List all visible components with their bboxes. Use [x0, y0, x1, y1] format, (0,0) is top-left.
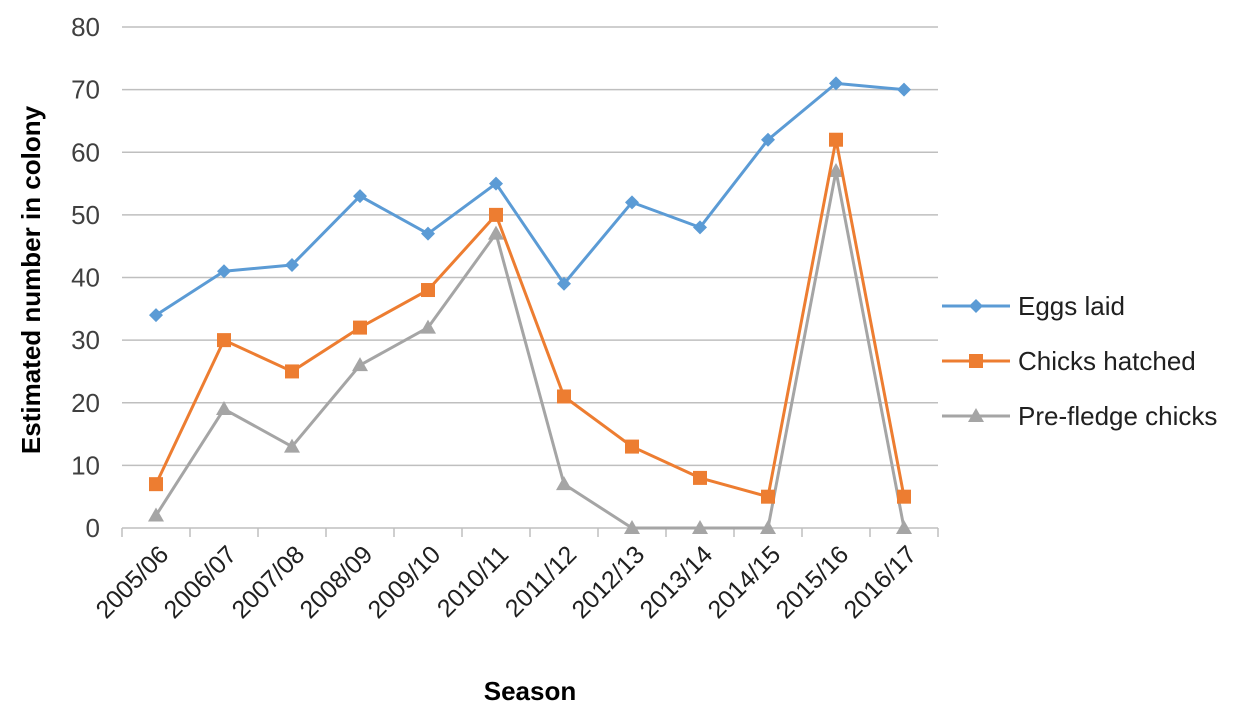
x-tick-label: 2015/16 [771, 540, 855, 624]
x-tick-labels: 2005/062006/072007/082008/092009/102010/… [91, 540, 923, 624]
legend-label: Chicks hatched [1018, 346, 1196, 376]
data-point [624, 520, 640, 534]
legend-item: Pre-fledge chicks [942, 401, 1217, 431]
x-tick-label: 2016/17 [839, 540, 923, 624]
data-point [489, 176, 503, 191]
data-point [284, 438, 300, 453]
gridlines [122, 26, 938, 467]
series-line [154, 169, 906, 530]
data-point [217, 333, 231, 348]
y-tick-label: 80 [71, 12, 100, 42]
x-tick-label: 2007/08 [227, 540, 311, 624]
data-point [149, 308, 163, 323]
data-point [693, 470, 707, 485]
data-point [557, 276, 571, 291]
data-point [216, 401, 232, 416]
legend: Eggs laid Chicks hatched Pre-fledge chicks [942, 291, 1217, 431]
data-point [829, 76, 843, 91]
x-tick-label: 2010/11 [432, 540, 514, 622]
data-point [693, 220, 707, 235]
y-tick-label: 20 [71, 388, 100, 418]
series-eggs-laid [149, 76, 911, 323]
y-tick-label: 50 [71, 200, 100, 230]
data-point [692, 520, 708, 534]
series-layer [148, 76, 912, 534]
data-point [761, 132, 775, 147]
data-point [421, 283, 435, 298]
data-point [625, 439, 639, 454]
legend-item: Eggs laid [942, 291, 1125, 321]
data-point [353, 189, 367, 204]
x-axis-title: Season [484, 676, 577, 706]
series-pre-fledge-chicks [148, 163, 912, 534]
series-line [155, 81, 905, 317]
x-tick-label: 2013/14 [635, 540, 719, 624]
data-point [897, 82, 911, 97]
x-tick-label: 2012/13 [567, 540, 651, 624]
series-chicks-hatched [149, 132, 911, 504]
x-tick-label: 2006/07 [159, 540, 243, 624]
x-tick-label: 2005/06 [91, 540, 175, 624]
y-axis-title: Estimated number in colony [16, 105, 46, 454]
data-point [489, 207, 503, 222]
data-point [625, 195, 639, 210]
data-point [148, 507, 164, 522]
data-point [761, 489, 775, 504]
data-point [421, 226, 435, 241]
x-tick-label: 2011/12 [500, 540, 582, 622]
y-tick-label: 40 [71, 263, 100, 293]
y-tick-label: 30 [71, 325, 100, 355]
data-point [285, 257, 299, 272]
series-line [154, 138, 906, 499]
legend-marker [969, 354, 983, 368]
legend-marker [968, 408, 984, 422]
y-tick-label: 0 [86, 513, 100, 543]
legend-label: Pre-fledge chicks [1018, 401, 1217, 431]
data-point [897, 489, 911, 504]
data-point [556, 476, 572, 491]
data-point [896, 520, 912, 534]
legend-item: Chicks hatched [942, 346, 1196, 376]
data-point [353, 320, 367, 335]
y-tick-labels: 0 10 20 30 40 50 60 70 80 [71, 12, 100, 543]
x-tick-label: 2009/10 [363, 540, 447, 624]
data-point [149, 477, 163, 492]
data-point [352, 357, 368, 372]
data-point [285, 364, 299, 379]
data-point [557, 389, 571, 404]
data-point [829, 132, 843, 147]
y-tick-label: 70 [71, 75, 100, 105]
legend-marker [969, 299, 983, 313]
data-point [828, 163, 844, 178]
legend-label: Eggs laid [1018, 291, 1125, 321]
axes [121, 527, 939, 537]
x-tick-label: 2008/09 [295, 540, 379, 624]
y-tick-label: 10 [71, 450, 100, 480]
data-point [760, 520, 776, 534]
y-tick-label: 60 [71, 137, 100, 167]
data-point [488, 225, 504, 240]
data-point [217, 264, 231, 279]
data-point [420, 319, 436, 334]
x-tick-label: 2014/15 [703, 540, 787, 624]
